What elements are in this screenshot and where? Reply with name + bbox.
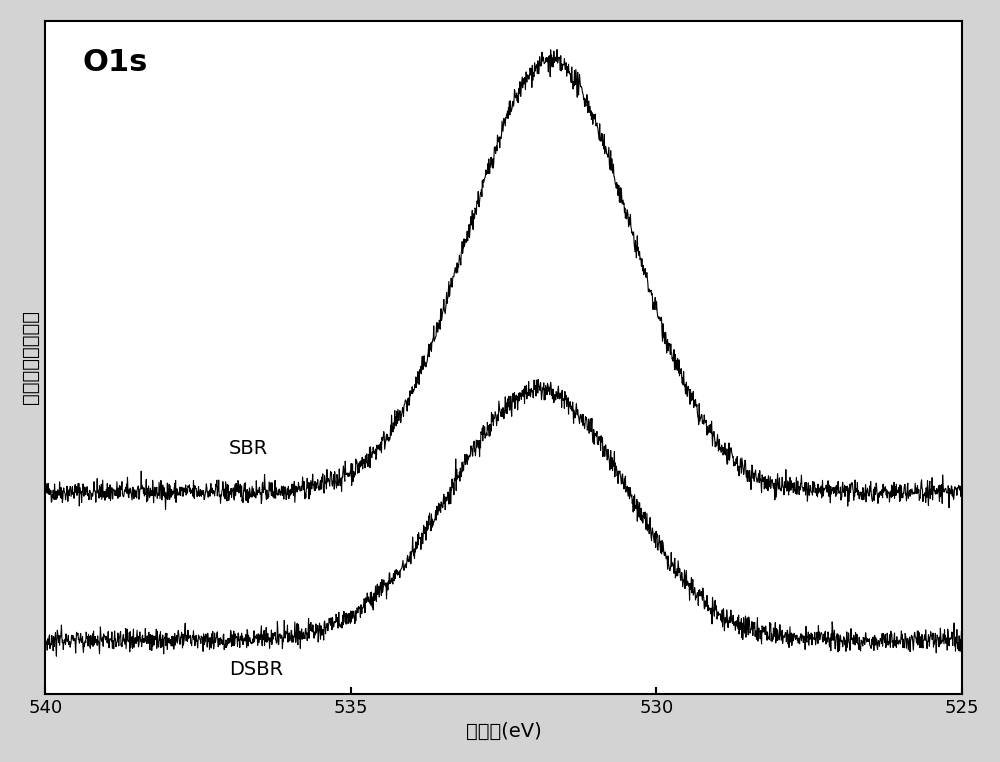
- Text: DSBR: DSBR: [229, 660, 283, 679]
- Text: SBR: SBR: [229, 439, 268, 458]
- X-axis label: 结合能(eV): 结合能(eV): [466, 722, 542, 741]
- Text: O1s: O1s: [82, 48, 147, 77]
- Y-axis label: 强度（任意单位）: 强度（任意单位）: [21, 310, 40, 405]
